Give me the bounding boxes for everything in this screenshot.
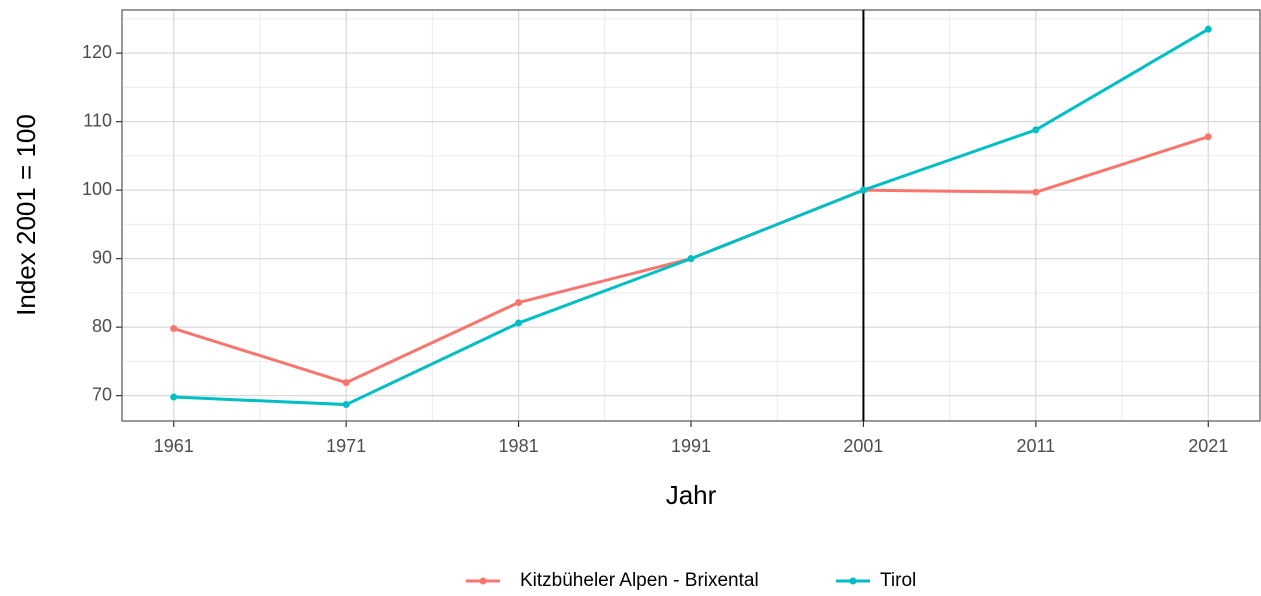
data-point (170, 393, 178, 401)
y-tick-label: 110 (83, 110, 112, 130)
y-axis-label: Index 2001 = 100 (11, 114, 41, 316)
data-point (687, 255, 695, 263)
panel-border (121, 9, 1261, 422)
data-point (342, 401, 350, 409)
x-tick-label: 1991 (671, 436, 711, 456)
x-axis-label: Jahr (666, 480, 717, 510)
y-tick-label: 100 (82, 179, 112, 199)
x-tick-label: 1981 (499, 436, 539, 456)
data-point (515, 298, 523, 306)
data-point (342, 379, 350, 387)
x-tick-label: 2011 (1016, 436, 1055, 456)
legend-label: Tirol (880, 570, 916, 591)
legend-key-point (849, 577, 857, 585)
data-point (859, 186, 867, 194)
data-point (170, 325, 178, 333)
x-tick-label: 2021 (1188, 436, 1228, 456)
y-tick-label: 70 (92, 384, 112, 404)
data-point (515, 319, 523, 327)
x-tick-label: 2001 (843, 436, 883, 456)
data-point (1204, 133, 1212, 141)
y-tick-label: 90 (92, 247, 112, 267)
legend-key-point (479, 577, 487, 585)
data-point (1032, 188, 1040, 196)
x-tick-label: 1961 (154, 436, 194, 456)
data-point (1032, 126, 1040, 134)
data-point (1204, 25, 1212, 33)
y-tick-label: 80 (92, 316, 112, 336)
x-tick-label: 1971 (326, 436, 366, 456)
legend-label: Kitzbüheler Alpen - Brixental (520, 570, 759, 591)
y-tick-label: 120 (82, 42, 112, 62)
